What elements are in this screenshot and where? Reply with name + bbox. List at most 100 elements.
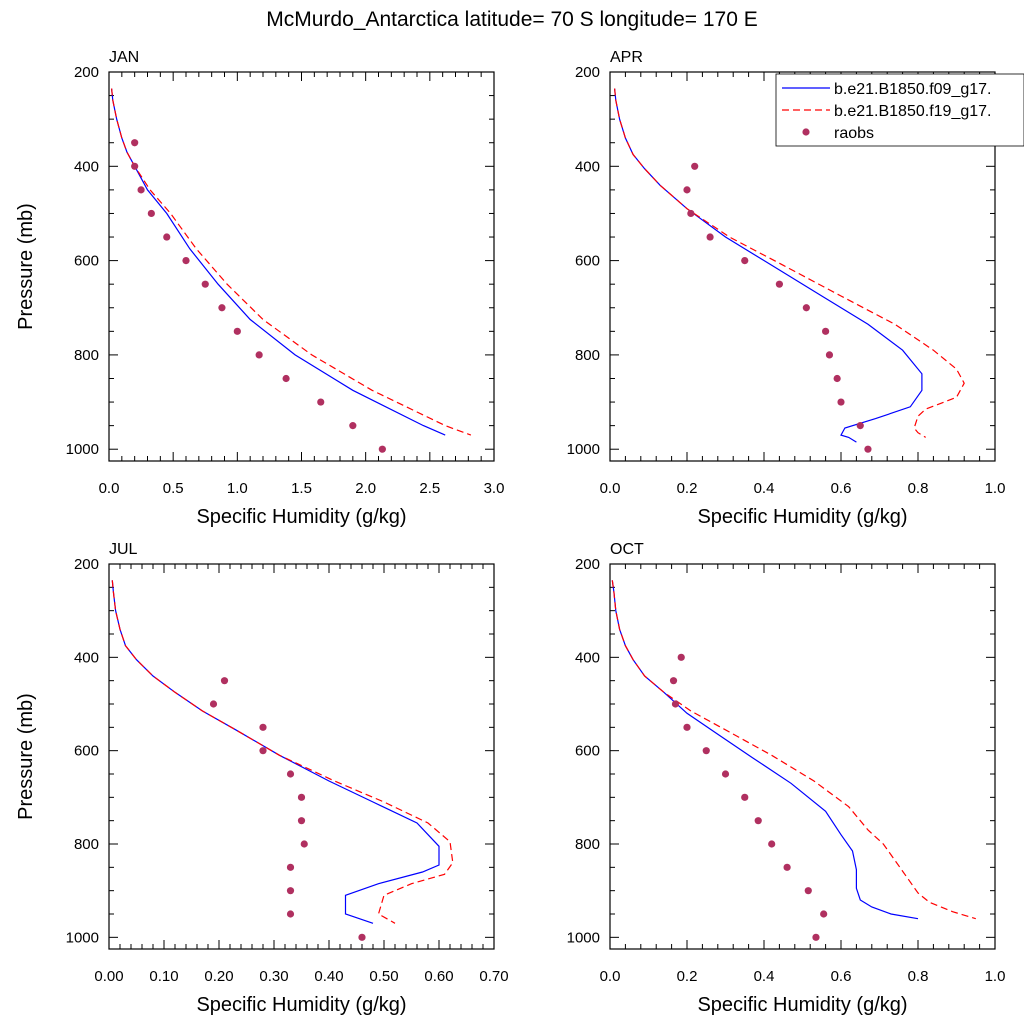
raobs-point: [677, 653, 685, 661]
raobs-point: [182, 257, 190, 265]
raobs-point: [683, 723, 691, 731]
y-tick-label: 200: [74, 556, 99, 573]
legend: b.e21.B1850.f09_g17. b.e21.B1850.f19_g17.…: [775, 73, 1024, 147]
raobs-point: [297, 817, 306, 825]
raobs-point: [856, 422, 864, 430]
x-tick-label: 0.4: [754, 480, 775, 497]
x-tick-label: 0.40: [314, 968, 343, 985]
panel-jul: JUL 200 400 600 800 1000 0.00 0.10 0.20 0.30 0.40 0…: [15, 541, 509, 1016]
x-tick-label: 0.20: [204, 968, 233, 985]
raobs-point: [783, 863, 791, 871]
y-tick-label: 400: [74, 649, 99, 666]
raobs-point: [317, 398, 325, 406]
raobs-point: [163, 233, 171, 241]
plot-frame: [609, 71, 996, 462]
raobs-point: [220, 677, 229, 685]
plot-frame: [108, 71, 495, 462]
raobs-point: [768, 840, 776, 848]
x-axis-label: Specific Humidity (g/kg): [196, 994, 406, 1016]
x-tick-label: 1.0: [227, 480, 248, 497]
raobs-point: [825, 351, 834, 359]
y-tick-label: 200: [74, 64, 99, 81]
panel-title: OCT: [610, 541, 644, 558]
y-axis-label: Pressure (mb): [15, 693, 37, 820]
y-tick-label: 200: [575, 556, 600, 573]
raobs-point: [741, 257, 749, 265]
raobs-point: [669, 677, 678, 685]
plot-frame: [609, 563, 996, 950]
legend-label: b.e21.B1850.f09_g17.: [834, 81, 991, 98]
raobs-point: [671, 700, 680, 708]
panel-apr: APR 200 400 600 800 1000 0.0 0.2 0.4 0.6 0.8 1.0 Spe…: [567, 49, 1006, 528]
y-tick-label: 800: [74, 836, 99, 853]
x-tick-label: 0.0: [600, 968, 621, 985]
raobs-point: [233, 327, 241, 335]
x-tick-label: 0.60: [424, 968, 453, 985]
x-tick-label: 0.8: [908, 968, 929, 985]
raobs-point: [259, 723, 267, 731]
y-tick-label: 600: [575, 253, 600, 270]
panel-title: APR: [610, 49, 643, 66]
raobs-point: [297, 793, 306, 801]
y-tick-label: 600: [575, 743, 600, 760]
x-tick-label: 0.10: [149, 968, 178, 985]
raobs-point: [802, 304, 810, 312]
y-tick-label: 800: [575, 347, 600, 364]
raobs-point: [358, 933, 366, 941]
raobs-point: [282, 374, 290, 383]
x-axis-label: Specific Humidity (g/kg): [697, 506, 907, 528]
x-tick-label: 0.30: [259, 968, 288, 985]
x-tick-label: 2.5: [419, 480, 440, 497]
page-title: McMurdo_Antarctica latitude= 70 S longit…: [266, 8, 757, 31]
raobs-point: [147, 209, 155, 218]
plot-frame: [108, 563, 495, 950]
raobs-point: [286, 770, 295, 778]
series-line-f09: [611, 580, 919, 920]
y-tick-label: 1000: [66, 441, 99, 458]
y-tick-label: 200: [575, 64, 600, 81]
raobs-point: [683, 186, 691, 194]
raobs-point: [218, 304, 226, 312]
raobs-point: [702, 747, 710, 755]
raobs-point: [864, 445, 872, 453]
y-tick-label: 1000: [567, 441, 600, 458]
raobs-point: [259, 747, 267, 755]
raobs-point: [255, 351, 263, 359]
raobs-point: [804, 887, 812, 895]
x-tick-label: 0.5: [163, 480, 184, 497]
x-tick-label: 1.0: [985, 968, 1006, 985]
panel-title: JUL: [109, 541, 138, 558]
x-tick-label: 0.0: [99, 480, 120, 497]
raobs-point: [837, 398, 845, 406]
raobs-point: [378, 445, 386, 453]
y-tick-label: 1000: [66, 929, 99, 946]
y-tick-label: 1000: [567, 929, 600, 946]
x-tick-label: 1.5: [291, 480, 312, 497]
raobs-point: [209, 700, 218, 708]
raobs-point: [687, 209, 695, 218]
raobs-point: [721, 770, 730, 778]
x-tick-label: 0.4: [754, 968, 775, 985]
y-tick-label: 800: [74, 347, 99, 364]
legend-marker-raobs: [802, 128, 810, 136]
panel-jan: JAN 200 400 600 800 1000 0.0 0.5 1.0 1.5 2.0 2.5 3.0…: [15, 49, 504, 528]
x-tick-label: 0.70: [479, 968, 508, 985]
y-tick-label: 600: [74, 253, 99, 270]
raobs-point: [286, 887, 295, 895]
raobs-point: [137, 186, 145, 194]
legend-label: raobs: [834, 125, 874, 142]
raobs-point: [349, 422, 357, 430]
series-line-f19: [614, 88, 965, 438]
raobs-point: [822, 327, 830, 335]
raobs-point: [286, 863, 295, 871]
raobs-point: [833, 374, 841, 383]
legend-label: b.e21.B1850.f19_g17.: [834, 103, 991, 120]
x-tick-label: 2.0: [355, 480, 376, 497]
x-tick-label: 0.2: [677, 480, 698, 497]
panels: JAN 200 400 600 800 1000 0.0 0.5 1.0 1.5 2.0 2.5 3.0…: [15, 49, 1005, 1016]
raobs-point: [812, 933, 820, 941]
y-tick-label: 400: [575, 649, 600, 666]
x-tick-label: 0.6: [831, 968, 852, 985]
raobs-point: [131, 162, 139, 170]
